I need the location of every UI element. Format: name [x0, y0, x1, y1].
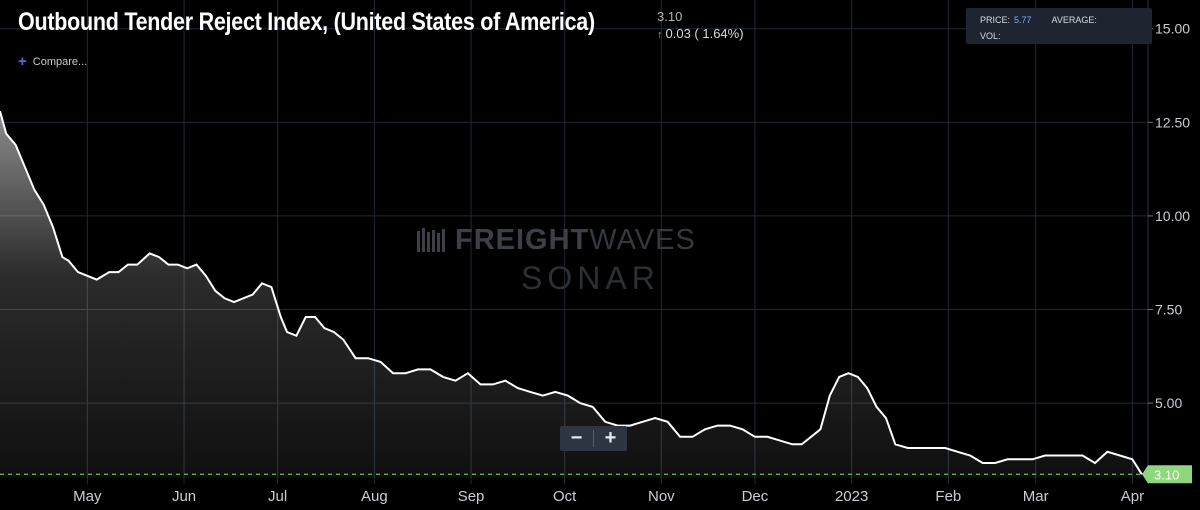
x-tick-label: 2023 — [835, 488, 868, 505]
vol-label: VOL: — [980, 31, 1001, 41]
price-value: 5.77 — [1014, 15, 1032, 25]
x-tick-label: Aug — [361, 488, 388, 505]
y-tick-label: 12.50 — [1155, 114, 1190, 130]
last-value-badge-label: 3.10 — [1154, 467, 1179, 482]
x-tick-label: Dec — [742, 488, 769, 505]
series-line — [0, 110, 1143, 475]
last-value: 3.10 — [657, 9, 683, 24]
plus-icon: + — [18, 53, 27, 70]
x-tick-label: Oct — [553, 488, 577, 505]
zoom-controls: − + — [560, 426, 627, 451]
x-tick-label: Feb — [935, 488, 961, 505]
last-value-badge-shape — [1142, 465, 1192, 484]
zoom-in-button[interactable]: + — [604, 427, 617, 449]
x-tick-label: Jun — [172, 488, 196, 505]
series-area — [0, 111, 1142, 478]
compare-label: Compare... — [32, 56, 88, 68]
compare-button[interactable]: + Compare... — [18, 53, 87, 70]
x-tick-label: Sep — [458, 488, 485, 505]
y-tick-label: 5.00 — [1155, 395, 1182, 411]
y-tick-label: 10.00 — [1155, 208, 1190, 224]
y-tick-label: 15.00 — [1155, 21, 1190, 37]
x-tick-label: May — [73, 488, 102, 505]
info-price-row: PRICE: 5.77 AVERAGE: — [980, 15, 1097, 25]
y-tick-label: 7.50 — [1155, 302, 1182, 318]
x-tick-label: Apr — [1121, 488, 1144, 505]
x-axis: May Jun Jul Aug Sep Oct Nov Dec 2023 Feb Mar Apr — [73, 488, 1144, 505]
up-arrow-icon: ↑ — [657, 29, 663, 41]
last-value-badge: 3.10 — [1142, 465, 1192, 484]
x-tick-label: Mar — [1023, 488, 1049, 505]
x-tick-label: Jul — [268, 488, 287, 505]
zoom-out-button[interactable]: − — [570, 427, 583, 449]
info-box: PRICE: 5.77 AVERAGE: VOL: — [966, 8, 1152, 44]
change-indicator: ↑ 0.03 ( 1.64%) — [657, 26, 744, 41]
chart-title: Outbound Tender Reject Index, (United St… — [18, 8, 595, 36]
y-axis: 5.00 7.50 10.00 12.50 15.00 — [1148, 21, 1190, 411]
average-label: AVERAGE: — [1051, 15, 1097, 25]
x-tick-label: Nov — [648, 488, 675, 505]
zoom-divider — [593, 430, 594, 447]
price-label: PRICE: — [980, 15, 1011, 25]
change-value: 0.03 ( 1.64%) — [665, 26, 744, 41]
